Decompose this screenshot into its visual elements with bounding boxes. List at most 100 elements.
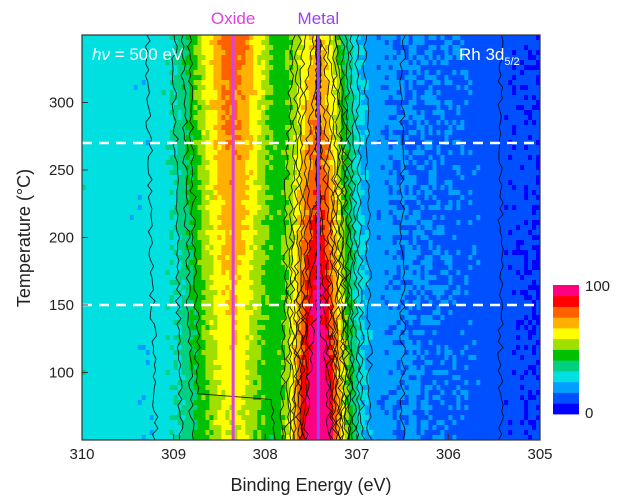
- heatmap-cell: [424, 195, 430, 201]
- heatmap-cell: [157, 225, 163, 231]
- heatmap-cell: [504, 190, 509, 196]
- heatmap-cell: [289, 195, 294, 201]
- heatmap-cell: [265, 235, 270, 241]
- heatmap-cell: [89, 85, 95, 91]
- heatmap-cell: [82, 180, 87, 186]
- heatmap-cell: [173, 215, 179, 221]
- heatmap-cell: [492, 50, 497, 56]
- heatmap-cell: [444, 100, 449, 106]
- heatmap-cell: [344, 245, 350, 251]
- heatmap-cell: [185, 60, 191, 66]
- heatmap-cell: [161, 145, 167, 151]
- heatmap-cell: [285, 75, 290, 81]
- heatmap-cell: [193, 75, 199, 81]
- heatmap-cell: [281, 220, 286, 226]
- heatmap-cell: [396, 45, 402, 51]
- heatmap-cell: [436, 235, 442, 241]
- heatmap-cell: [161, 70, 167, 76]
- heatmap-cell: [512, 95, 517, 101]
- heatmap-cell: [388, 120, 394, 126]
- heatmap-cell: [193, 160, 199, 166]
- heatmap-cell: [492, 90, 497, 96]
- heatmap-cell: [189, 160, 195, 166]
- heatmap-cell: [500, 50, 505, 56]
- heatmap-cell: [472, 170, 477, 176]
- heatmap-cell: [396, 90, 402, 96]
- heatmap-cell: [261, 245, 266, 251]
- heatmap-cell: [169, 110, 175, 116]
- heatmap-cell: [384, 170, 390, 176]
- heatmap-cell: [181, 210, 187, 216]
- heatmap-cell: [221, 170, 226, 176]
- heatmap-cell: [233, 145, 238, 151]
- heatmap-cell: [516, 125, 521, 131]
- heatmap-cell: [197, 130, 203, 136]
- heatmap-cell: [440, 235, 446, 241]
- heatmap-cell: [217, 35, 222, 41]
- heatmap-cell: [125, 175, 131, 181]
- heatmap-cell: [289, 100, 294, 106]
- heatmap-cell: [320, 160, 326, 166]
- heatmap-cell: [508, 115, 513, 121]
- heatmap-cell: [356, 135, 362, 141]
- heatmap-cell: [309, 65, 314, 71]
- heatmap-cell: [472, 180, 477, 186]
- heatmap-cell: [293, 110, 298, 116]
- heatmap-cell: [277, 120, 282, 126]
- heatmap-cell: [488, 210, 493, 216]
- heatmap-cell: [281, 120, 286, 126]
- heatmap-cell: [125, 230, 131, 236]
- heatmap-cell: [532, 140, 537, 146]
- heatmap-cell: [289, 130, 294, 136]
- heatmap-cell: [492, 215, 497, 221]
- heatmap-cell: [396, 130, 402, 136]
- heatmap-cell: [177, 115, 183, 121]
- heatmap-cell: [468, 220, 473, 226]
- heatmap-cell: [528, 145, 533, 151]
- heatmap-cell: [129, 220, 135, 226]
- heatmap-cell: [185, 165, 191, 171]
- heatmap-cell: [504, 105, 509, 111]
- heatmap-cell: [253, 150, 258, 156]
- heatmap-cell: [492, 185, 497, 191]
- heatmap-cell: [305, 55, 310, 61]
- heatmap-cell: [209, 225, 215, 231]
- heatmap-cell: [520, 150, 525, 156]
- heatmap-cell: [384, 110, 390, 116]
- heatmap-cell: [173, 180, 179, 186]
- heatmap-cell: [133, 85, 139, 91]
- heatmap-cell: [221, 80, 226, 86]
- heatmap-cell: [464, 50, 469, 56]
- heatmap-cell: [364, 225, 370, 231]
- heatmap-cell: [193, 55, 199, 61]
- heatmap-cell: [436, 120, 442, 126]
- heatmap-cell: [408, 100, 414, 106]
- heatmap-cell: [448, 40, 453, 46]
- heatmap-cell: [297, 165, 302, 171]
- heatmap-cell: [372, 35, 378, 41]
- heatmap-cell: [161, 140, 167, 146]
- heatmap-cell: [356, 50, 362, 56]
- heatmap-cell: [189, 250, 195, 256]
- heatmap-cell: [340, 235, 346, 241]
- heatmap-cell: [508, 150, 513, 156]
- heatmap-cell: [133, 80, 139, 86]
- heatmap-cell: [141, 225, 147, 231]
- heatmap-cell: [472, 160, 477, 166]
- heatmap-cell: [500, 230, 505, 236]
- heatmap-cell: [324, 170, 330, 176]
- heatmap-cell: [97, 85, 103, 91]
- heatmap-cell: [177, 205, 183, 211]
- heatmap-cell: [225, 210, 230, 216]
- heatmap-cell: [360, 175, 366, 181]
- heatmap-cell: [137, 130, 143, 136]
- heatmap-cell: [281, 200, 286, 206]
- heatmap-cell: [396, 195, 402, 201]
- heatmap-cell: [89, 115, 95, 121]
- heatmap-cell: [436, 160, 442, 166]
- heatmap-cell: [273, 120, 278, 126]
- heatmap-cell: [193, 105, 199, 111]
- heatmap-cell: [360, 130, 366, 136]
- heatmap-cell: [149, 155, 155, 161]
- heatmap-cell: [293, 85, 298, 91]
